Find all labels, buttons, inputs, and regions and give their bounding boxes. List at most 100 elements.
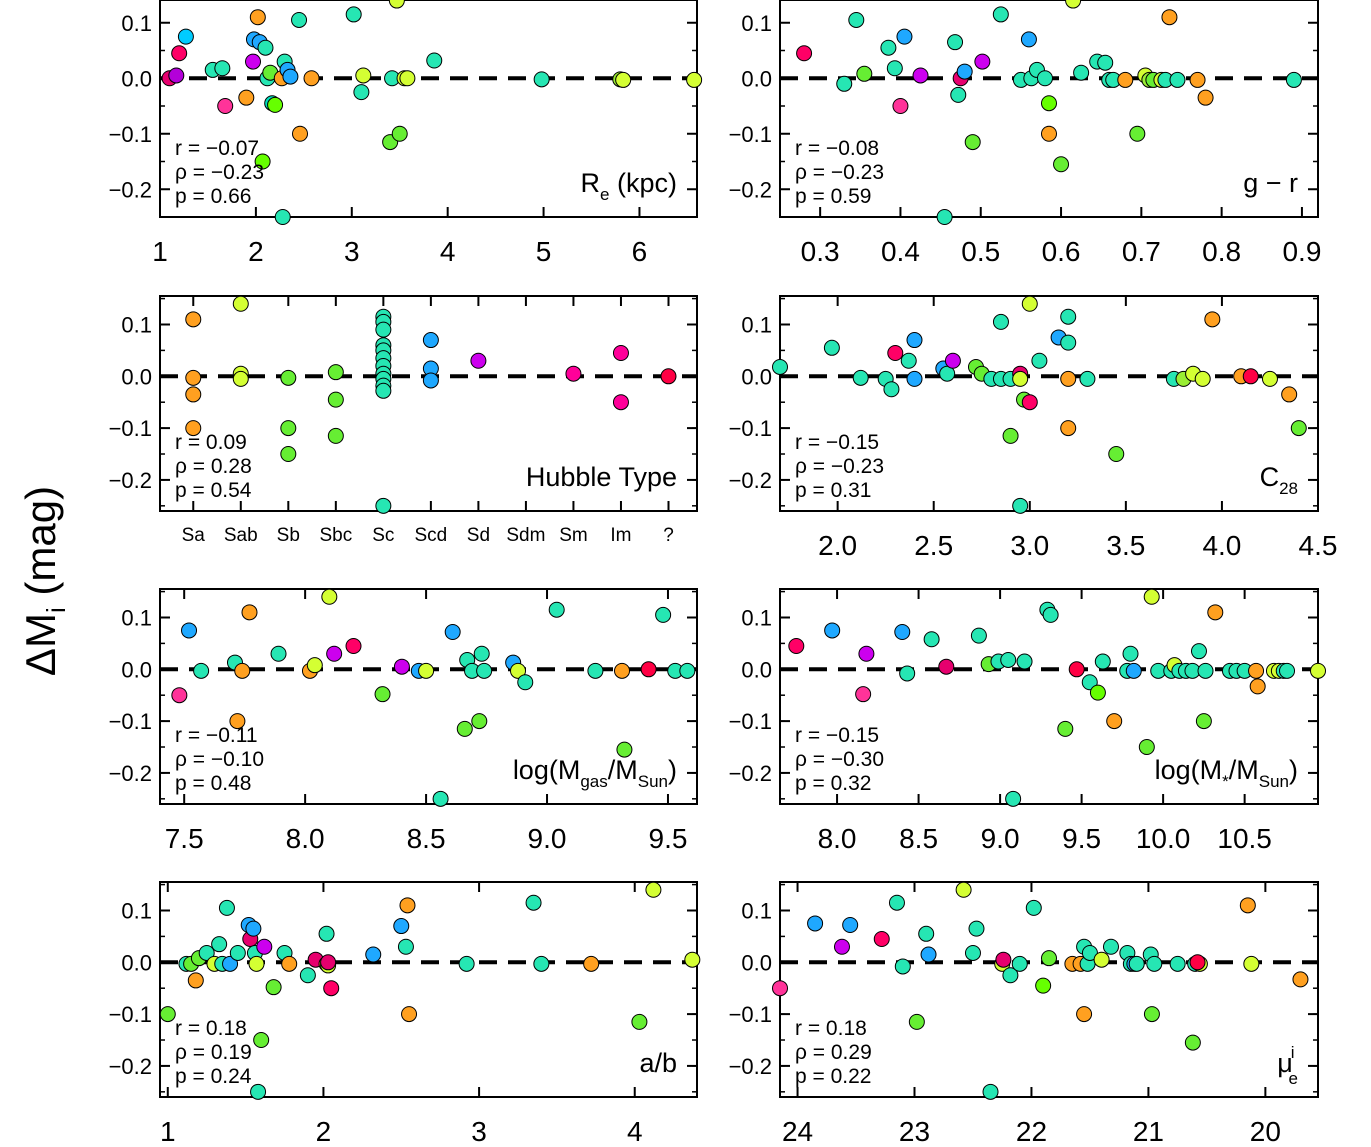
data-point — [1025, 899, 1042, 916]
data-point — [397, 938, 414, 955]
data-point — [217, 98, 234, 114]
data-point — [471, 713, 488, 730]
x-tick-label: 2.0 — [818, 530, 857, 561]
stat-rho: ρ = −0.10 — [175, 748, 264, 771]
data-point — [1285, 71, 1302, 88]
data-point — [1125, 662, 1142, 679]
data-point — [1108, 446, 1125, 463]
data-point — [938, 658, 955, 675]
data-point — [229, 944, 246, 961]
stat-p: p = 0.54 — [175, 479, 252, 502]
data-point — [177, 28, 194, 45]
y-tick-label: 0.0 — [121, 950, 152, 975]
data-point — [401, 1006, 418, 1023]
data-point — [222, 955, 239, 972]
data-point — [422, 372, 439, 389]
stat-p: p = 0.32 — [795, 772, 871, 795]
x-tick-label: 1 — [152, 236, 168, 267]
data-point — [282, 68, 299, 85]
data-point — [1065, 0, 1082, 9]
data-point — [1041, 95, 1057, 112]
data-point — [193, 662, 210, 679]
x-tick-label: 0.3 — [801, 236, 840, 267]
y-axis-label-main: ΔM — [17, 613, 64, 676]
data-point — [995, 951, 1012, 968]
data-point — [858, 645, 875, 662]
x-tick-label: Im — [610, 525, 631, 546]
data-point — [393, 918, 410, 935]
x-tick-label: 9.0 — [981, 823, 1020, 854]
data-point — [168, 67, 185, 84]
stat-rho: ρ = 0.29 — [795, 1041, 872, 1064]
data-point — [355, 67, 372, 84]
data-point — [823, 339, 840, 356]
data-point — [1190, 643, 1207, 660]
x-tick-label: 1 — [160, 1116, 176, 1147]
x-tick-label: 2 — [248, 236, 264, 267]
data-point — [321, 588, 338, 605]
data-point — [375, 382, 392, 399]
data-point — [796, 45, 813, 62]
panel-xlabel: μi e — [1277, 1043, 1298, 1088]
panel-4: −0.2 −0.1 0.0 0.1 2.0 2.5 3.0 3.5 4.0 4.5 r = −0.1… — [729, 295, 1337, 561]
data-point — [292, 125, 309, 142]
data-point — [299, 967, 316, 984]
data-point — [873, 930, 890, 947]
x-tick-label: 23 — [899, 1116, 930, 1147]
x-tick-label: ? — [663, 525, 674, 546]
x-tick-label: 7.5 — [165, 823, 204, 854]
data-point — [256, 938, 273, 955]
data-point — [1060, 420, 1077, 437]
data-point — [982, 1083, 999, 1100]
panel-7: −0.2 −0.1 0.0 0.1 1 2 3 4 r = 0.18ρ = 0.19p = 0.… — [109, 881, 701, 1147]
data-point — [955, 881, 972, 898]
stat-rho: ρ = −0.23 — [795, 455, 884, 478]
y-tick-label: 0.0 — [121, 364, 152, 389]
data-point — [253, 1032, 270, 1049]
data-point — [375, 497, 392, 514]
stat-rho: ρ = 0.19 — [175, 1041, 252, 1064]
data-point — [950, 86, 967, 103]
data-point — [833, 938, 850, 955]
x-tick-label: 0.9 — [1282, 236, 1321, 267]
data-point — [645, 881, 662, 898]
data-point — [900, 352, 917, 369]
data-point — [185, 369, 202, 386]
data-point — [565, 365, 582, 382]
data-point — [171, 687, 188, 704]
stat-p: p = 0.31 — [795, 479, 871, 502]
stat-p: p = 0.48 — [175, 772, 251, 795]
data-point — [245, 920, 262, 937]
data-point — [345, 637, 362, 654]
panel-3: −0.2 −0.1 0.0 0.1 Sa Sab Sb Sbc Sc Scd Sd Sdm Sm Im ? r… — [109, 295, 698, 546]
x-tick-label: 0.7 — [1122, 236, 1161, 267]
data-point — [824, 622, 841, 639]
y-tick-label: −0.1 — [729, 709, 772, 734]
data-point — [388, 0, 405, 9]
y-tick-label: 0.0 — [741, 364, 772, 389]
data-point — [908, 1013, 925, 1030]
stat-p: p = 0.22 — [795, 1065, 871, 1088]
x-tick-label: 3 — [471, 1116, 487, 1147]
panel-6: −0.2 −0.1 0.0 0.1 8.0 8.5 9.0 9.5 10.0 10.5 r = −0… — [729, 588, 1326, 854]
x-tick-label: 8.0 — [286, 823, 325, 854]
data-point — [533, 71, 550, 88]
y-tick-label: 0.0 — [741, 950, 772, 975]
x-tick-label: 0.4 — [881, 236, 920, 267]
data-point — [1042, 606, 1059, 623]
data-point — [1197, 89, 1214, 106]
data-point — [249, 9, 266, 26]
data-point — [684, 951, 701, 968]
data-point — [525, 894, 542, 911]
x-tick-label: 2 — [316, 1116, 332, 1147]
y-tick-label: −0.1 — [729, 416, 772, 441]
data-point — [1169, 71, 1186, 88]
y-tick-label: 0.1 — [741, 605, 772, 630]
data-point — [956, 63, 973, 80]
data-point — [1057, 720, 1074, 737]
data-point — [1041, 125, 1057, 142]
data-point — [229, 713, 246, 730]
data-point — [1076, 1006, 1093, 1023]
data-point — [880, 39, 897, 56]
data-point — [964, 134, 981, 151]
